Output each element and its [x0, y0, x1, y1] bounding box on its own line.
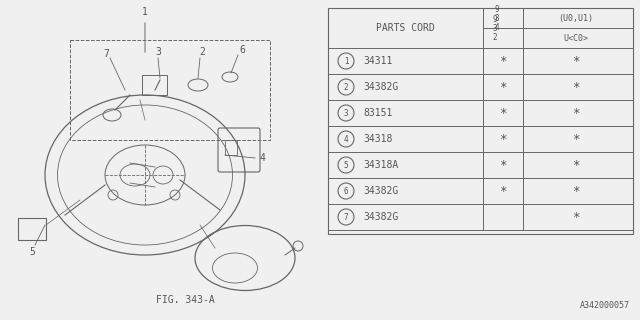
Text: 9
3
2: 9 3 2	[493, 14, 497, 42]
Bar	[142, 75, 167, 95]
Text: A342000057: A342000057	[580, 301, 630, 310]
Text: 7: 7	[103, 49, 109, 59]
Text: PARTS CORD: PARTS CORD	[376, 23, 435, 33]
Text: 5: 5	[29, 247, 35, 257]
Text: 1: 1	[344, 57, 348, 66]
Text: *: *	[499, 158, 507, 172]
Text: 34382G: 34382G	[363, 186, 398, 196]
Text: 4: 4	[344, 134, 348, 143]
Text: 3: 3	[155, 47, 161, 57]
Text: 1: 1	[142, 7, 148, 17]
Text: 9
3
4: 9 3 4	[495, 4, 499, 31]
Text: 34318A: 34318A	[363, 160, 398, 170]
Text: *: *	[572, 132, 579, 146]
Text: 6: 6	[239, 45, 245, 55]
Text: U<C0>: U<C0>	[563, 34, 588, 43]
Text: *: *	[499, 132, 507, 146]
Text: *: *	[572, 107, 579, 119]
Text: 4: 4	[259, 153, 265, 163]
Text: *: *	[499, 54, 507, 68]
Text: *: *	[572, 211, 579, 223]
Text: 34382G: 34382G	[363, 82, 398, 92]
Text: 83151: 83151	[363, 108, 392, 118]
Bar	[18, 218, 46, 240]
Text: 34318: 34318	[363, 134, 392, 144]
Text: 3: 3	[344, 108, 348, 117]
Bar	[328, 8, 633, 234]
Text: FIG. 343-A: FIG. 343-A	[156, 295, 214, 305]
Text: *: *	[499, 107, 507, 119]
Text: *: *	[572, 81, 579, 93]
Text: 7: 7	[344, 212, 348, 221]
Bar	[225, 140, 237, 155]
Text: *: *	[572, 54, 579, 68]
Text: 2: 2	[199, 47, 205, 57]
Text: 34382G: 34382G	[363, 212, 398, 222]
Text: 2: 2	[344, 83, 348, 92]
Text: *: *	[499, 81, 507, 93]
Text: *: *	[572, 158, 579, 172]
Text: 5: 5	[344, 161, 348, 170]
Bar	[70, 40, 270, 140]
Text: *: *	[499, 185, 507, 197]
Text: (U0,U1): (U0,U1)	[558, 13, 593, 22]
Text: *: *	[572, 185, 579, 197]
Text: 34311: 34311	[363, 56, 392, 66]
Text: 6: 6	[344, 187, 348, 196]
